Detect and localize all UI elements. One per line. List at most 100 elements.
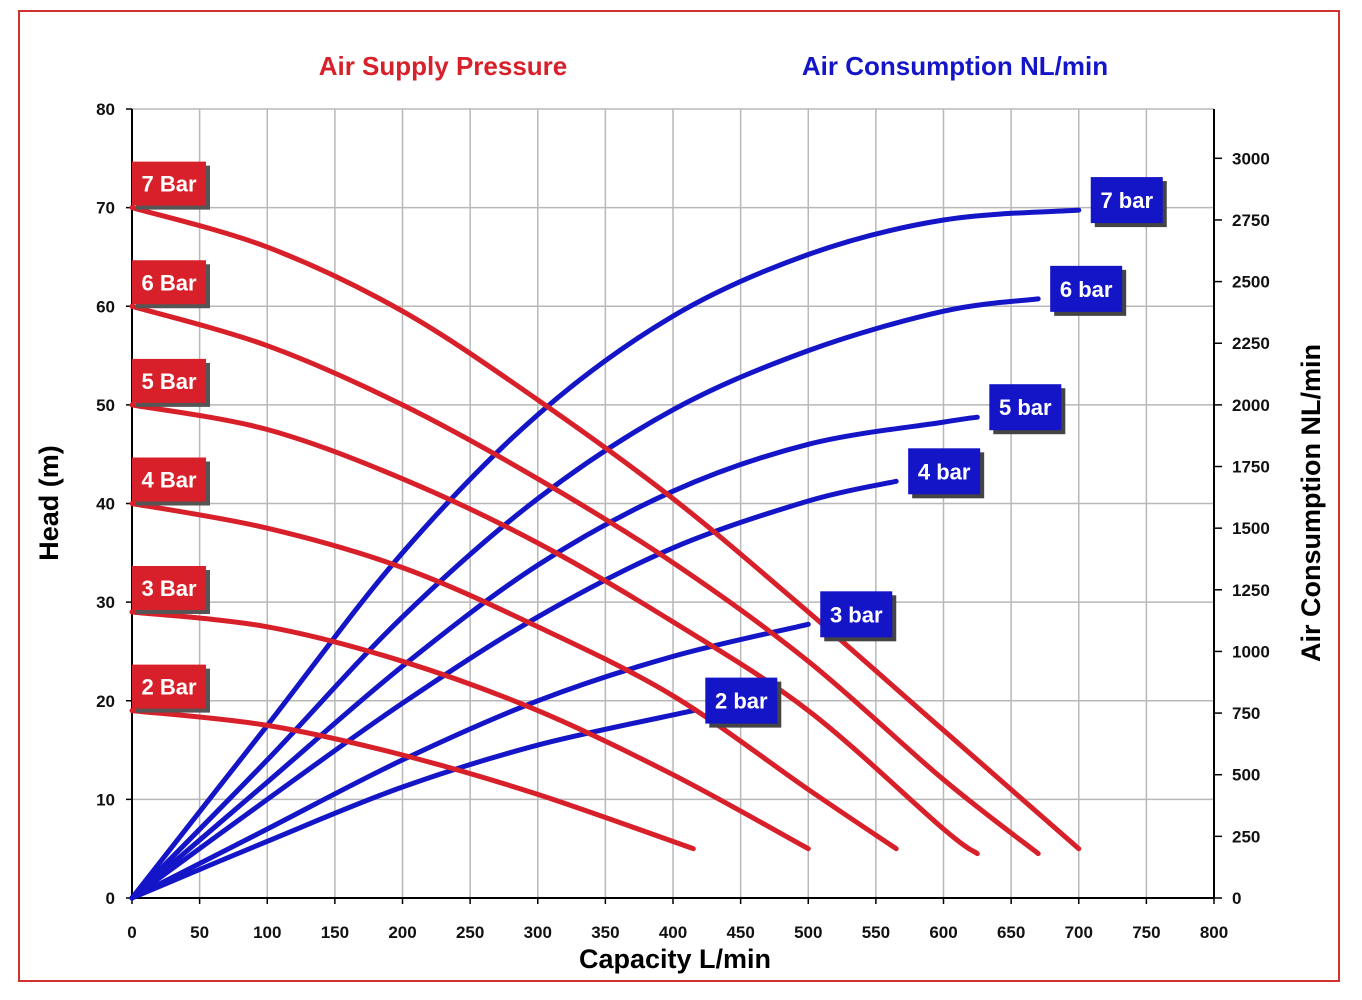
consumption-curve bbox=[129, 296, 1041, 901]
y-axis-title: Head (m) bbox=[34, 445, 64, 561]
label-text: 2 Bar bbox=[141, 675, 196, 700]
y2-tick-label: 3000 bbox=[1232, 149, 1270, 168]
gridlines bbox=[132, 108, 1215, 898]
y-tick-label: 20 bbox=[96, 692, 115, 711]
pressure-label: 3 Bar bbox=[132, 565, 210, 614]
label-box bbox=[989, 384, 1062, 431]
y-tick-label: 60 bbox=[96, 297, 115, 316]
label-box bbox=[132, 457, 206, 502]
x-tick-label: 700 bbox=[1065, 923, 1093, 942]
consumption-labels: 7 bar 6 bar 5 bar 4 bar 3 bar 2 bar bbox=[705, 177, 1167, 728]
label-text: 7 bar bbox=[1100, 188, 1153, 213]
x-tick-label: 150 bbox=[321, 923, 349, 942]
y2-tick-label: 2500 bbox=[1232, 273, 1270, 292]
axes bbox=[126, 108, 1222, 904]
y2-tick-label: 500 bbox=[1232, 766, 1260, 785]
x-tick-label: 750 bbox=[1132, 923, 1160, 942]
x-tick-label: 550 bbox=[862, 923, 890, 942]
label-text: 6 bar bbox=[1060, 277, 1113, 302]
y2-tick-label: 1250 bbox=[1232, 581, 1270, 600]
x-tick-label: 350 bbox=[591, 923, 619, 942]
consumption-curve bbox=[129, 621, 811, 901]
consumption-label: 7 bar bbox=[1090, 177, 1167, 228]
pressure-curve bbox=[129, 708, 696, 852]
y-tick-label: 0 bbox=[106, 889, 115, 908]
y2-tick-label: 750 bbox=[1232, 704, 1260, 723]
y-tick-labels: 0 10 20 30 40 50 60 70 80 bbox=[96, 100, 115, 908]
y-tick-label: 50 bbox=[96, 396, 115, 415]
x-tick-label: 100 bbox=[253, 923, 281, 942]
y-tick-label: 80 bbox=[96, 100, 115, 119]
y2-tick-label: 1000 bbox=[1232, 642, 1270, 661]
chart-frame bbox=[18, 10, 1340, 982]
pressure-label: 6 Bar bbox=[132, 260, 210, 309]
pressure-curve bbox=[129, 402, 980, 857]
label-text: 3 bar bbox=[830, 602, 883, 627]
label-text: 5 Bar bbox=[141, 369, 196, 394]
y2-tick-label: 250 bbox=[1232, 827, 1260, 846]
label-text: 4 bar bbox=[918, 459, 971, 484]
y2-tick-label: 2250 bbox=[1232, 334, 1270, 353]
pressure-curve bbox=[129, 609, 811, 852]
y2-tick-labels: 0 250 500 750 1000 1250 1500 1750 2000 2250 2500 27… bbox=[1232, 149, 1270, 908]
x-tick-label: 50 bbox=[190, 923, 209, 942]
y2-tick-label: 0 bbox=[1232, 889, 1241, 908]
y-tick-label: 40 bbox=[96, 495, 115, 514]
pressure-label: 5 Bar bbox=[132, 358, 210, 407]
label-box bbox=[132, 565, 206, 610]
x-tick-label: 600 bbox=[929, 923, 957, 942]
label-box bbox=[132, 358, 206, 403]
x-tick-label: 800 bbox=[1200, 923, 1228, 942]
x-tick-label: 400 bbox=[659, 923, 687, 942]
pressure-curves bbox=[129, 205, 1082, 857]
label-text: 7 Bar bbox=[141, 172, 196, 197]
pressure-curve bbox=[129, 205, 1082, 852]
y2-tick-label: 2750 bbox=[1232, 211, 1270, 230]
consumption-legend-title: Air Consumption NL/min bbox=[802, 51, 1108, 81]
label-box bbox=[1090, 177, 1163, 224]
label-box bbox=[908, 448, 981, 495]
consumption-curve bbox=[129, 414, 980, 901]
pressure-labels: 7 Bar 6 Bar 5 Bar 4 Bar 3 Bar 2 Bar bbox=[132, 161, 210, 713]
y2-tick-label: 1500 bbox=[1232, 519, 1270, 538]
consumption-label: 3 bar bbox=[820, 591, 897, 642]
label-box bbox=[820, 591, 893, 638]
x-tick-label: 650 bbox=[997, 923, 1025, 942]
label-box bbox=[132, 664, 206, 709]
pressure-curve bbox=[129, 501, 899, 852]
x-tick-label: 250 bbox=[456, 923, 484, 942]
x-tick-label: 300 bbox=[524, 923, 552, 942]
x-axis-title: Capacity L/min bbox=[579, 944, 771, 974]
label-text: 2 bar bbox=[715, 689, 768, 714]
label-box bbox=[132, 161, 206, 206]
label-box bbox=[1050, 265, 1123, 312]
label-box bbox=[705, 677, 778, 724]
consumption-curve bbox=[129, 708, 696, 901]
x-tick-label: 500 bbox=[794, 923, 822, 942]
pressure-label: 7 Bar bbox=[132, 161, 210, 210]
pressure-curve bbox=[129, 303, 1041, 857]
pressure-legend-title: Air Supply Pressure bbox=[319, 51, 568, 81]
label-box bbox=[132, 260, 206, 305]
label-text: 4 Bar bbox=[141, 468, 196, 493]
y2-tick-label: 1750 bbox=[1232, 458, 1270, 477]
consumption-label: 5 bar bbox=[989, 384, 1066, 435]
label-text: 6 Bar bbox=[141, 270, 196, 295]
y-tick-label: 10 bbox=[96, 790, 115, 809]
y2-tick-label: 2000 bbox=[1232, 396, 1270, 415]
x-tick-label: 200 bbox=[388, 923, 416, 942]
consumption-label: 6 bar bbox=[1050, 265, 1127, 316]
label-text: 5 bar bbox=[999, 395, 1052, 420]
consumption-label: 2 bar bbox=[705, 677, 782, 728]
x-tick-label: 0 bbox=[127, 923, 136, 942]
x-tick-labels: 0 50 100 150 200 250 300 350 400 450 500 550 600 650 7… bbox=[127, 923, 1228, 942]
consumption-label: 4 bar bbox=[908, 448, 985, 499]
y-tick-label: 70 bbox=[96, 199, 115, 218]
pressure-label: 4 Bar bbox=[132, 457, 210, 506]
x-tick-label: 450 bbox=[726, 923, 754, 942]
y2-axis-title: Air Consumption NL/min bbox=[1296, 344, 1326, 662]
label-text: 3 Bar bbox=[141, 576, 196, 601]
y-tick-label: 30 bbox=[96, 593, 115, 612]
pressure-label: 2 Bar bbox=[132, 664, 210, 713]
